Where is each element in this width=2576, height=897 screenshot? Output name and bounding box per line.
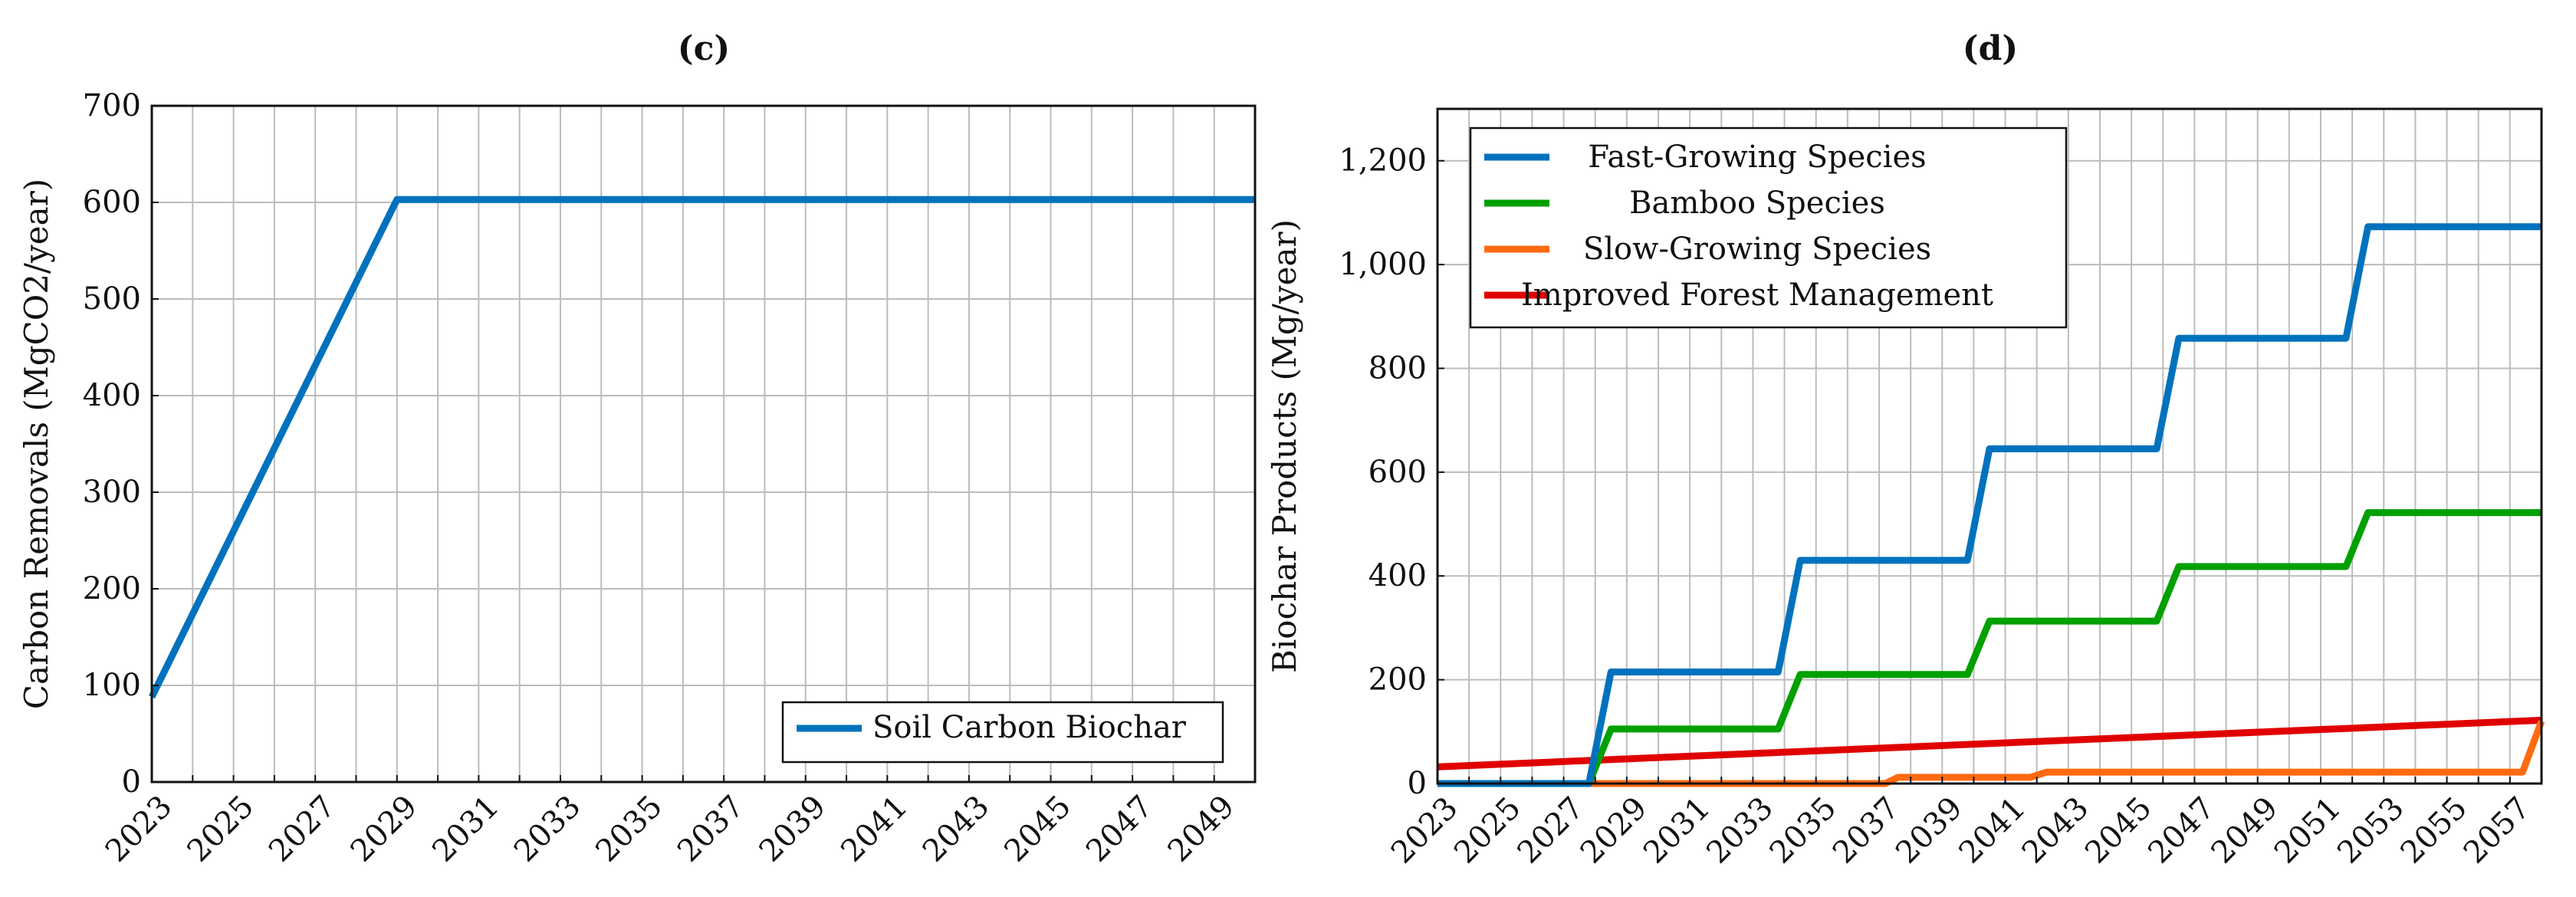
x-tick-label: 2043 xyxy=(2016,790,2096,871)
series-line-fast-growing-species xyxy=(1438,223,2542,787)
y-tick-label: 200 xyxy=(83,571,141,606)
panel-d-title: (d) xyxy=(1963,29,2018,68)
x-tick-label: 2039 xyxy=(1889,790,1970,871)
x-tick-label: 2033 xyxy=(508,789,588,869)
x-tick-label: 2031 xyxy=(426,789,506,869)
x-tick-label: 2027 xyxy=(262,789,343,869)
x-tick-label: 2035 xyxy=(1763,790,1844,871)
panel-c-x-ticks: 2023 2025 2027 2029 2031 2033 2035 2037 2039 2041… xyxy=(99,775,1256,869)
series-line-soil-carbon-biochar xyxy=(148,196,1255,699)
x-tick-label: 2053 xyxy=(2331,790,2411,871)
panel-d-chart: (d) 0 200 400 600 800 1,000 1,200 202320252027… xyxy=(1266,29,2545,870)
x-tick-label: 2039 xyxy=(753,789,833,869)
y-tick-label: 600 xyxy=(1368,455,1427,490)
x-tick-label: 2047 xyxy=(1079,789,1160,869)
x-tick-label: 2029 xyxy=(1574,790,1654,871)
x-tick-label: 2047 xyxy=(2141,790,2222,871)
panel-c-legend: Soil Carbon Biochar xyxy=(781,701,1224,764)
panel-d-legend-box xyxy=(1469,127,2068,329)
y-tick-label: 1,200 xyxy=(1339,143,1427,179)
x-tick-label: 2027 xyxy=(1510,790,1591,871)
x-tick-label: 2035 xyxy=(589,789,669,869)
x-tick-label: 2055 xyxy=(2394,790,2474,871)
x-tick-label: 2037 xyxy=(671,789,751,869)
x-tick-label: 2023 xyxy=(99,789,179,869)
y-tick-label: 400 xyxy=(83,378,141,413)
y-tick-label: 700 xyxy=(83,88,141,123)
legend-label-improved-forest-management: Improved Forest Management xyxy=(1521,278,1993,313)
panel-c-gridlines xyxy=(151,105,1256,783)
x-tick-label: 2029 xyxy=(344,789,425,869)
panel-d-plot-frame xyxy=(1436,107,2543,785)
panel-c-plot-frame xyxy=(150,104,1257,784)
y-tick-label: 100 xyxy=(83,668,141,703)
panel-c-title: (c) xyxy=(678,29,730,68)
series-line-improved-forest-management xyxy=(1437,716,2542,770)
x-tick-label: 2041 xyxy=(834,789,915,869)
panel-c-series xyxy=(148,196,1255,699)
x-tick-label: 2041 xyxy=(1952,790,2032,871)
x-tick-label: 2049 xyxy=(2205,790,2285,871)
legend-label-fast-growing: Fast-Growing Species xyxy=(1588,140,1926,175)
y-tick-label: 300 xyxy=(83,475,141,510)
legend-label-slow-growing: Slow-Growing Species xyxy=(1583,232,1931,267)
y-tick-label: 600 xyxy=(83,185,141,220)
x-tick-label: 2045 xyxy=(997,789,1078,869)
panel-d-x-ticks: 2023202520272029203120332035203720392041… xyxy=(1385,777,2542,870)
y-tick-label: 400 xyxy=(1368,558,1427,593)
panel-c-legend-box xyxy=(781,701,1224,764)
x-tick-label: 2023 xyxy=(1385,790,1465,871)
panel-c-y-ticks: 0 100 200 300 400 500 600 700 xyxy=(83,88,159,800)
y-tick-label: 800 xyxy=(1368,350,1427,386)
legend-label-bamboo: Bamboo Species xyxy=(1629,186,1885,221)
y-tick-label: 500 xyxy=(83,281,141,317)
series-line-bamboo-species xyxy=(1438,509,2542,787)
panel-d-legend: Fast-Growing Species Bamboo Species Slow… xyxy=(1469,127,2068,329)
x-tick-label: 2025 xyxy=(181,789,261,869)
x-tick-label: 2025 xyxy=(1447,790,1528,871)
x-tick-label: 2043 xyxy=(916,789,997,869)
x-tick-label: 2051 xyxy=(2268,790,2348,871)
x-tick-label: 2033 xyxy=(1700,790,1780,871)
y-tick-label: 0 xyxy=(1408,766,1427,801)
y-tick-label: 200 xyxy=(1368,662,1427,698)
panel-d-y-axis-label: Biochar Products (Mg/year) xyxy=(1266,219,1303,673)
y-tick-label: 0 xyxy=(122,764,141,800)
x-tick-label: 2049 xyxy=(1162,789,1242,869)
x-tick-label: 2057 xyxy=(2457,790,2538,871)
x-tick-label: 2045 xyxy=(2078,790,2159,871)
x-tick-label: 2031 xyxy=(1637,790,1717,871)
panel-c-y-axis-label: Carbon Removals (MgCO2/year) xyxy=(18,179,55,709)
x-tick-label: 2037 xyxy=(1826,790,1907,871)
panel-d-y-ticks: 0 200 400 600 800 1,000 1,200 xyxy=(1339,143,1444,801)
legend-label-soil-carbon-biochar: Soil Carbon Biochar xyxy=(872,710,1187,745)
y-tick-label: 1,000 xyxy=(1339,247,1427,282)
